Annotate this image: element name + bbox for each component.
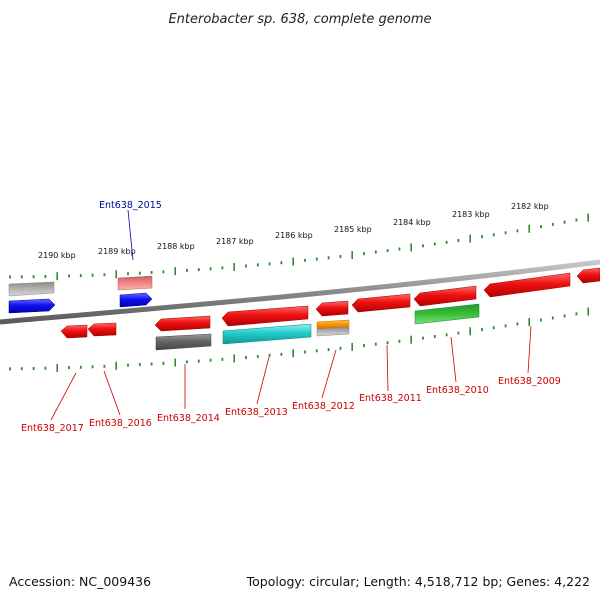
gene-label-2017[interactable]: Ent638_2017	[21, 423, 84, 434]
genome-backbone	[0, 259, 600, 325]
connector-2016	[103, 370, 121, 416]
label-connectors	[50, 325, 532, 421]
kbp-label: 2182 kbp	[511, 202, 549, 211]
kbp-label: 2186 kbp	[275, 231, 313, 240]
gene-labels: Ent638_2017 Ent638_2016 Ent638_2014 Ent6…	[21, 376, 561, 434]
gene-label-2010[interactable]: Ent638_2010	[426, 385, 489, 396]
connector-2017	[50, 372, 77, 421]
gene-darkgray-2014[interactable]	[155, 333, 212, 351]
gene-red-2012[interactable]	[315, 300, 349, 317]
kbp-label: 2189 kbp	[98, 247, 136, 256]
gene-red-2009[interactable]	[483, 272, 571, 298]
topology-summary: Topology: circular; Length: 4,518,712 bp…	[246, 574, 590, 589]
map-title: Enterobacter sp. 638, complete genome	[168, 12, 431, 27]
kbp-label: 2187 kbp	[216, 237, 254, 246]
kbp-label: 2183 kbp	[452, 210, 490, 219]
gene-red-2013[interactable]	[221, 305, 309, 327]
accession-text: Accession: NC_009436	[9, 574, 151, 589]
kbp-label: 2188 kbp	[157, 242, 195, 251]
connector-2015	[127, 209, 134, 261]
connector-2010	[450, 336, 457, 383]
kbp-labels: 2190 kbp 2189 kbp 2188 kbp 2187 kbp 2186…	[38, 202, 549, 260]
kbp-label: 2185 kbp	[334, 225, 372, 234]
upper-tick-ruler	[9, 213, 590, 281]
gene-label-2015[interactable]: Ent638_2015	[99, 200, 162, 211]
gene-label-2016[interactable]: Ent638_2016	[89, 418, 152, 429]
gene-blue-fwd[interactable]	[8, 298, 56, 314]
gene-red-2017[interactable]	[60, 324, 88, 339]
gene-label-2013[interactable]: Ent638_2013	[225, 407, 288, 418]
connector-2011	[386, 344, 389, 392]
gene-red-2014[interactable]	[154, 315, 211, 332]
gene-red-edge[interactable]	[576, 267, 600, 284]
forward-strand-genes	[8, 267, 600, 327]
kbp-label: 2190 kbp	[38, 251, 76, 260]
gene-red-2016[interactable]	[87, 322, 117, 337]
gene-label-2012[interactable]: Ent638_2012	[292, 401, 355, 412]
gene-red-2010[interactable]	[413, 285, 477, 307]
gene-blue-fwd-2[interactable]	[119, 292, 153, 308]
kbp-label: 2184 kbp	[393, 218, 431, 227]
gene-gray-fwd[interactable]	[8, 281, 55, 297]
gene-red-2011[interactable]	[351, 293, 411, 313]
gene-gray-2012[interactable]	[316, 326, 350, 337]
gene-cyan-2013[interactable]	[222, 323, 312, 345]
gene-label-2014[interactable]: Ent638_2014	[157, 413, 220, 424]
connector-2012	[321, 349, 337, 399]
lower-tick-ruler	[9, 307, 590, 372]
gene-green-2010[interactable]	[414, 303, 480, 325]
gene-pink-2015[interactable]	[117, 275, 153, 291]
connector-2013	[256, 356, 270, 405]
connector-2009	[527, 325, 532, 374]
reverse-strand-genes	[60, 303, 480, 351]
gene-label-2011[interactable]: Ent638_2011	[359, 393, 422, 404]
gene-label-2009[interactable]: Ent638_2009	[498, 376, 561, 387]
